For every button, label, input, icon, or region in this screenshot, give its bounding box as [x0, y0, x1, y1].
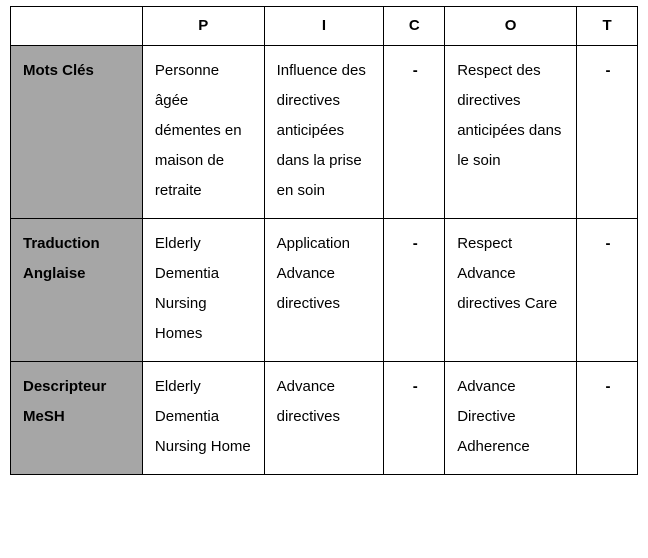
table-row: Traduction Anglaise Elderly Dementia Nur… — [11, 219, 638, 362]
cell-t: - — [577, 46, 638, 219]
table-row: Descripteur MeSH Elderly Dementia Nursin… — [11, 362, 638, 475]
table-row: Mots Clés Personne âgée démentes en mais… — [11, 46, 638, 219]
cell-o: Respect des directives anticipées dans l… — [445, 46, 577, 219]
header-o: O — [445, 7, 577, 46]
cell-t: - — [577, 362, 638, 475]
cell-c: - — [384, 219, 445, 362]
cell-i: Application Advance directives — [264, 219, 384, 362]
table-header-row: P I C O T — [11, 7, 638, 46]
cell-i: Influence des directives anticipées dans… — [264, 46, 384, 219]
header-p: P — [142, 7, 264, 46]
table-body: Mots Clés Personne âgée démentes en mais… — [11, 46, 638, 475]
cell-t: - — [577, 219, 638, 362]
cell-c: - — [384, 362, 445, 475]
row-header: Descripteur MeSH — [11, 362, 143, 475]
header-t: T — [577, 7, 638, 46]
table-head: P I C O T — [11, 7, 638, 46]
row-header: Mots Clés — [11, 46, 143, 219]
header-c: C — [384, 7, 445, 46]
cell-c: - — [384, 46, 445, 219]
header-blank — [11, 7, 143, 46]
cell-o: Advance Directive Adherence — [445, 362, 577, 475]
row-header: Traduction Anglaise — [11, 219, 143, 362]
cell-p: Elderly Dementia Nursing Home — [142, 362, 264, 475]
cell-p: Personne âgée démentes en maison de retr… — [142, 46, 264, 219]
cell-o: Respect Advance directives Care — [445, 219, 577, 362]
cell-p: Elderly Dementia Nursing Homes — [142, 219, 264, 362]
table-wrapper: P I C O T Mots Clés Personne âgée dément… — [0, 0, 648, 485]
header-i: I — [264, 7, 384, 46]
cell-i: Advance directives — [264, 362, 384, 475]
picot-table: P I C O T Mots Clés Personne âgée dément… — [10, 6, 638, 475]
